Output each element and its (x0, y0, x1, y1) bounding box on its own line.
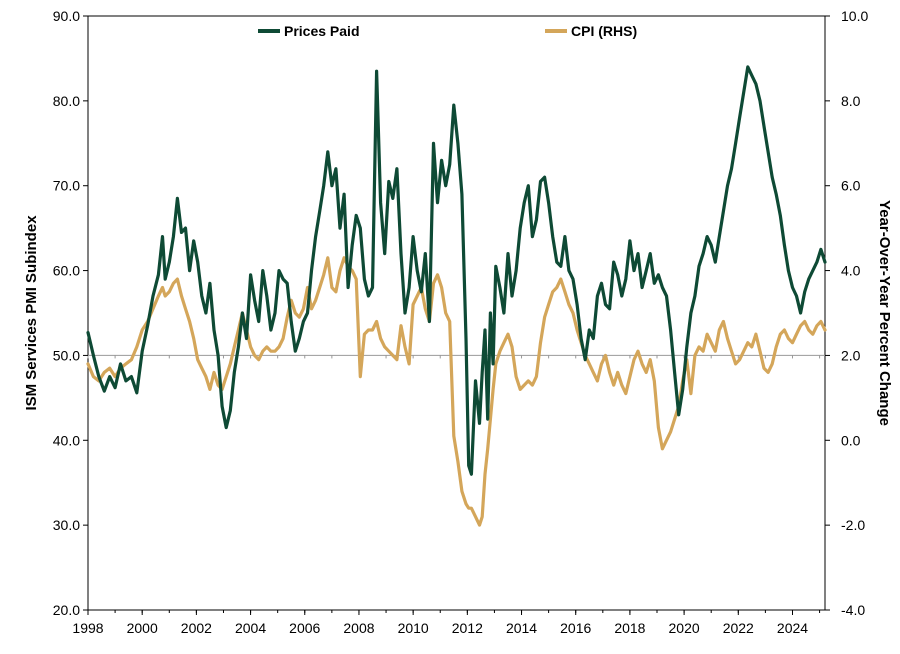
y-left-axis-ticks: 20.0 30.0 40.0 50.0 60.0 70.0 80.0 90.0 (53, 8, 88, 618)
y-left-tick-label-90.0: 90.0 (53, 8, 80, 24)
y-right-tick-label-6.0: 6.0 (841, 178, 861, 194)
x-tick-label-2002: 2002 (181, 620, 212, 636)
x-tick-label-2006: 2006 (289, 620, 320, 636)
y-right-tick-label-10.0: 10.0 (841, 8, 868, 24)
x-tick-label-2000: 2000 (127, 620, 158, 636)
x-tick-label-2014: 2014 (506, 620, 537, 636)
y-right-axis-title: Year-Over-Year Percent Change (876, 200, 893, 426)
y-right-tick-label-4.0: 4.0 (841, 263, 861, 279)
y-left-tick-label-60.0: 60.0 (53, 263, 80, 279)
y-right-tick-label-8.0: 8.0 (841, 93, 861, 109)
x-tick-label-2022: 2022 (723, 620, 754, 636)
x-tick-label-2018: 2018 (614, 620, 645, 636)
y-left-tick-label-20.0: 20.0 (53, 602, 80, 618)
series-line-cpi-rhs (86, 256, 827, 527)
legend-label-prices-paid: Prices Paid (284, 23, 360, 39)
series-lines (86, 65, 827, 527)
y-right-tick-label--4.0: -4.0 (841, 602, 865, 618)
y-left-tick-label-50.0: 50.0 (53, 347, 80, 363)
series-line-prices-paid (86, 65, 827, 476)
y-left-tick-label-40.0: 40.0 (53, 432, 80, 448)
x-axis-ticks: 1998 2000 2002 2004 2006 2008 2010 2012 2014 2016… (72, 355, 821, 636)
chart-axes (87, 15, 826, 611)
y-left-tick-label-80.0: 80.0 (53, 93, 80, 109)
legend-label-cpi: CPI (RHS) (571, 23, 637, 39)
x-tick-label-2008: 2008 (343, 620, 374, 636)
y-left-axis-title: ISM Services PMI Subindex (23, 215, 40, 411)
x-tick-label-2012: 2012 (452, 620, 483, 636)
y-left-tick-label-30.0: 30.0 (53, 517, 80, 533)
x-tick-label-2010: 2010 (398, 620, 429, 636)
y-right-axis-ticks: -4.0 -2.0 0.0 2.0 4.0 6.0 8.0 10.0 (825, 8, 868, 618)
plot-area-frame (87, 15, 826, 611)
x-tick-label-2024: 2024 (777, 620, 808, 636)
legend: Prices Paid CPI (RHS) (258, 23, 637, 39)
y-left-tick-label-70.0: 70.0 (53, 178, 80, 194)
x-tick-label-2020: 2020 (669, 620, 700, 636)
y-right-tick-label--2.0: -2.0 (841, 517, 865, 533)
y-right-tick-label-0.0: 0.0 (841, 432, 861, 448)
x-tick-label-1998: 1998 (72, 620, 103, 636)
x-tick-label-2004: 2004 (235, 620, 266, 636)
y-right-tick-label-2.0: 2.0 (841, 347, 861, 363)
x-tick-label-2016: 2016 (560, 620, 591, 636)
